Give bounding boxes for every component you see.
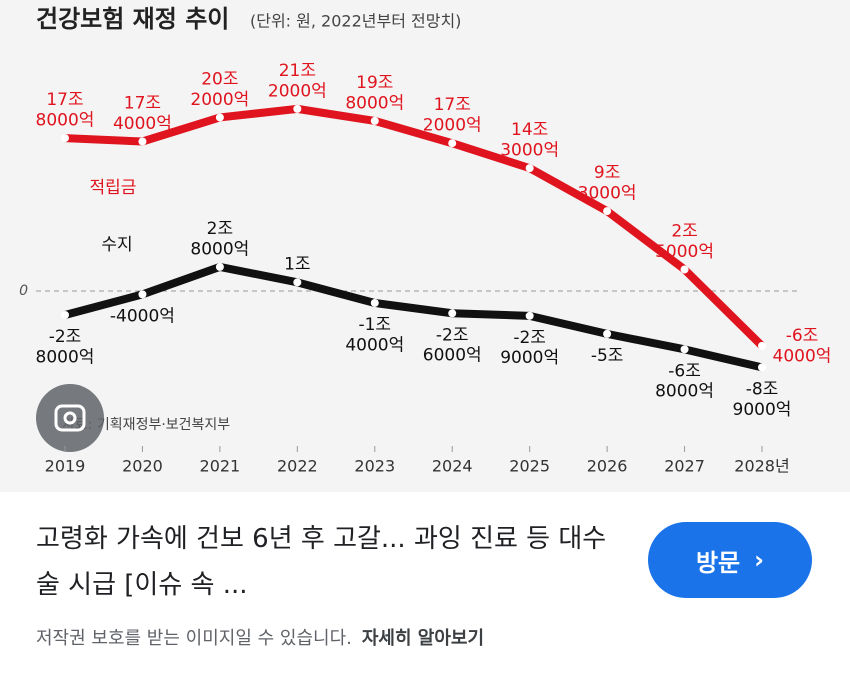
point [758, 363, 766, 372]
point [680, 265, 689, 274]
point [525, 164, 534, 173]
headline[interactable]: 고령화 가속에 건보 6년 후 고갈... 과잉 진료 등 대수술 시급 [이슈… [36, 524, 607, 600]
value-label: 2조 8000억 [190, 219, 249, 259]
value-label: -2조 9000억 [500, 328, 559, 368]
lens-icon[interactable] [36, 384, 104, 452]
point [758, 341, 766, 350]
point [293, 278, 302, 287]
value-label: -6조 8000억 [655, 361, 714, 401]
point [138, 290, 147, 299]
value-label: -1조 4000억 [345, 315, 404, 355]
series-label: 적립금 [90, 178, 137, 198]
point [293, 104, 302, 113]
value-label: 17조 4000억 [113, 94, 172, 134]
result-panel: 고령화 가속에 건보 6년 후 고갈... 과잉 진료 등 대수술 시급 [이슈… [0, 492, 850, 682]
value-label: 19조 8000억 [345, 73, 404, 113]
value-label: 2조 5000억 [655, 221, 714, 261]
x-tick-label: 2025 [509, 457, 550, 476]
notice-row: 저작권 보호를 받는 이미지일 수 있습니다. 자세히 알아보기 [36, 624, 484, 650]
series-label: 수지 [101, 235, 132, 255]
value-label: -2조 6000억 [423, 325, 482, 365]
value-label: -6조 4000억 [773, 326, 832, 366]
x-tick-label: 2023 [354, 457, 395, 476]
visit-label: 방문 [695, 548, 741, 577]
value-label: 9조 3000억 [578, 163, 637, 203]
lens-icon-glyph [63, 411, 77, 425]
value-label: -2조 8000억 [36, 327, 95, 367]
value-label: 14조 3000억 [500, 120, 559, 160]
value-label: 17조 8000억 [36, 90, 95, 130]
chevron: › [754, 546, 765, 574]
value-label: 1조 [284, 254, 310, 274]
chart-subtitle: (단위: 원, 2022년부터 전망치) [250, 12, 461, 31]
value-label: -4000억 [110, 306, 175, 326]
point [215, 262, 224, 271]
y-tick-label: 0 [19, 283, 28, 299]
point [448, 139, 457, 148]
learn-more[interactable]: 자세히 알아보기 [361, 628, 485, 649]
value-label: 17조 2000억 [423, 95, 482, 135]
value-label: -8조 9000억 [733, 379, 792, 419]
visit-button[interactable]: 방문 › [648, 522, 812, 598]
point [61, 134, 69, 143]
chart-title: 건강보험 재정 추이 [36, 5, 229, 33]
value-label: -5조 [591, 346, 624, 366]
x-tick-label: 2024 [432, 457, 473, 476]
x-tick-label: 2026 [587, 457, 628, 476]
notice: 저작권 보호를 받는 이미지일 수 있습니다. [36, 628, 352, 649]
point [448, 309, 457, 318]
series-line [64, 104, 765, 349]
value-label: 21조 2000억 [268, 61, 327, 101]
point [370, 116, 379, 125]
point [603, 207, 612, 216]
x-tick-label: 2019 [45, 457, 86, 476]
point [215, 113, 224, 122]
chart: 건강보험 재정 추이 (단위: 원, 2022년부터 전망치) 자료: 기획재정… [0, 0, 850, 492]
point [138, 137, 147, 146]
point [525, 311, 534, 320]
point [61, 310, 69, 319]
series-line [63, 262, 763, 372]
value-label: 20조 2000억 [190, 69, 249, 109]
x-tick-label: 2028년 [734, 457, 789, 476]
point [680, 345, 689, 354]
x-tick-label: 2021 [200, 457, 241, 476]
x-tick-label: 2027 [664, 457, 705, 476]
point [370, 298, 379, 307]
source: 자료: 기획재정부·보건복지부 [62, 417, 230, 433]
point [603, 329, 612, 338]
x-tick-label: 2022 [277, 457, 318, 476]
lens-icon-glyph [54, 404, 86, 432]
x-tick-label: 2020 [122, 457, 163, 476]
